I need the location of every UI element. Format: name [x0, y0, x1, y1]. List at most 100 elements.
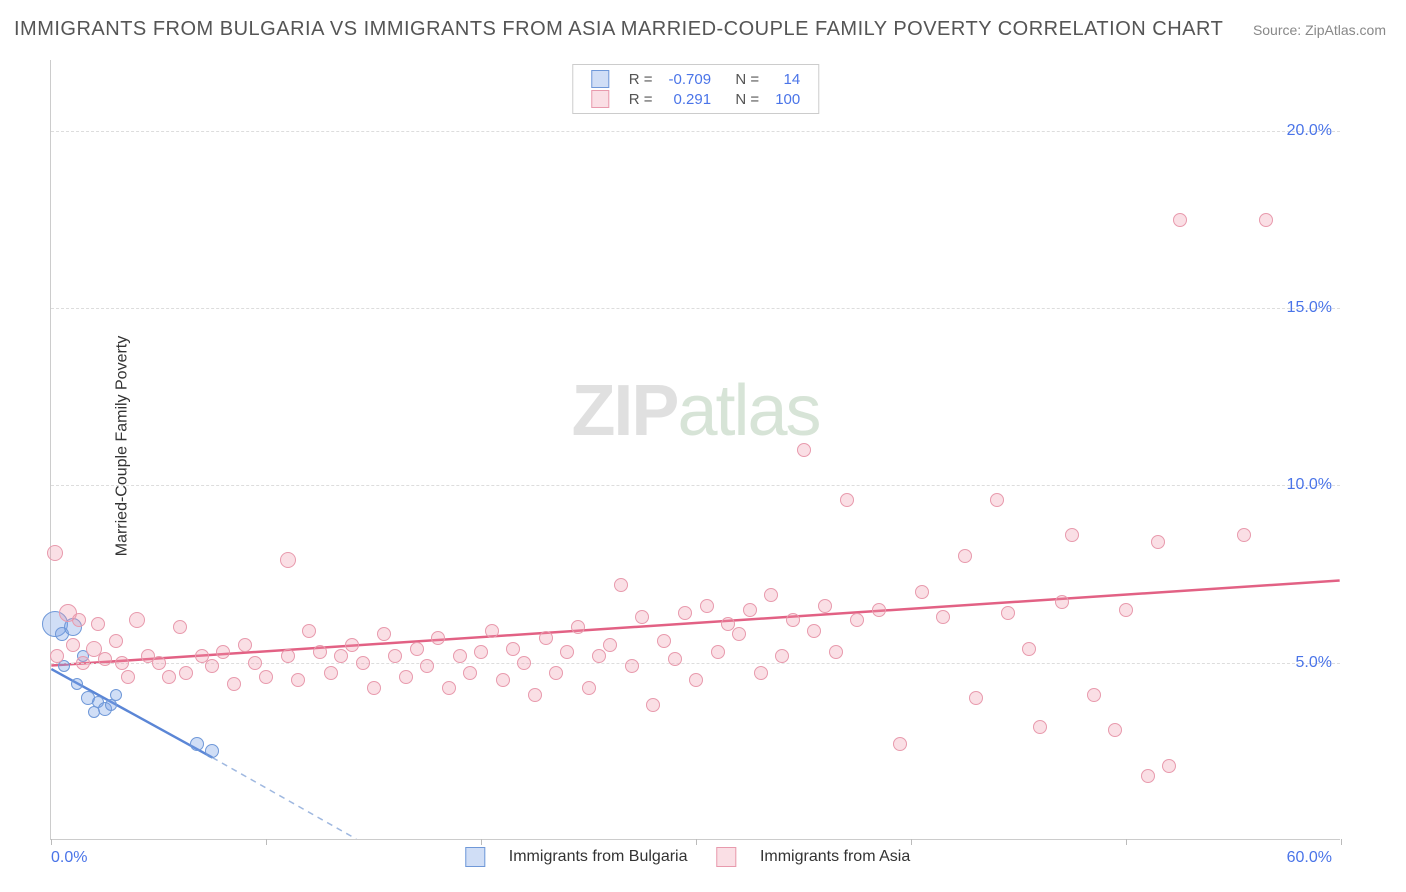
x-tick — [1341, 839, 1342, 845]
watermark-atlas: atlas — [677, 371, 819, 451]
data-point — [453, 649, 467, 663]
data-point — [238, 638, 252, 652]
x-tick — [1126, 839, 1127, 845]
x-axis-max-label: 60.0% — [1287, 849, 1332, 867]
data-point — [179, 666, 193, 680]
legend-label-asia: Immigrants from Asia — [760, 848, 910, 865]
data-point — [1237, 528, 1251, 542]
data-point — [818, 599, 832, 613]
data-point — [324, 666, 338, 680]
data-point — [668, 652, 682, 666]
y-tick-label: 15.0% — [1287, 299, 1332, 317]
data-point — [732, 627, 746, 641]
data-point — [539, 631, 553, 645]
regression-lines — [51, 60, 1340, 839]
data-point — [797, 443, 811, 457]
data-point — [1141, 769, 1155, 783]
data-point — [334, 649, 348, 663]
chart-title: IMMIGRANTS FROM BULGARIA VS IMMIGRANTS F… — [14, 18, 1223, 41]
data-point — [1108, 723, 1122, 737]
data-point — [431, 631, 445, 645]
data-point — [356, 656, 370, 670]
data-point — [259, 670, 273, 684]
data-point — [291, 673, 305, 687]
data-point — [190, 737, 204, 751]
data-point — [571, 620, 585, 634]
data-point — [280, 552, 296, 568]
data-point — [635, 610, 649, 624]
data-point — [227, 677, 241, 691]
data-point — [1033, 720, 1047, 734]
x-tick — [481, 839, 482, 845]
data-point — [313, 645, 327, 659]
data-point — [281, 649, 295, 663]
r-value-bulgaria: -0.709 — [661, 69, 720, 89]
data-point — [485, 624, 499, 638]
data-point — [109, 634, 123, 648]
stats-legend: R = -0.709 N = 14 R = 0.291 N = 100 — [572, 64, 819, 114]
x-tick — [266, 839, 267, 845]
data-point — [1259, 213, 1273, 227]
data-point — [517, 656, 531, 670]
data-point — [345, 638, 359, 652]
data-point — [807, 624, 821, 638]
data-point — [420, 659, 434, 673]
source-label: Source: ZipAtlas.com — [1253, 22, 1386, 38]
n-label: N = — [719, 89, 767, 109]
data-point — [646, 698, 660, 712]
x-tick — [911, 839, 912, 845]
stats-row-bulgaria: R = -0.709 N = 14 — [583, 69, 808, 89]
data-point — [216, 645, 230, 659]
data-point — [764, 588, 778, 602]
gridline — [51, 131, 1340, 132]
data-point — [700, 599, 714, 613]
data-point — [121, 670, 135, 684]
n-label: N = — [719, 69, 767, 89]
x-tick — [51, 839, 52, 845]
data-point — [115, 656, 129, 670]
x-axis-min-label: 0.0% — [51, 849, 87, 867]
swatch-asia-icon — [591, 90, 609, 108]
data-point — [850, 613, 864, 627]
gridline — [51, 308, 1340, 309]
data-point — [1055, 595, 1069, 609]
data-point — [377, 627, 391, 641]
legend-label-bulgaria: Immigrants from Bulgaria — [509, 848, 688, 865]
data-point — [110, 689, 122, 701]
data-point — [582, 681, 596, 695]
gridline — [51, 663, 1340, 664]
data-point — [958, 549, 972, 563]
y-tick-label: 10.0% — [1287, 476, 1332, 494]
data-point — [367, 681, 381, 695]
plot-area: ZIPatlas R = -0.709 N = 14 R = 0.291 N =… — [50, 60, 1340, 840]
data-point — [129, 612, 145, 628]
data-point — [1087, 688, 1101, 702]
gridline — [51, 485, 1340, 486]
data-point — [603, 638, 617, 652]
data-point — [528, 688, 542, 702]
swatch-bulgaria-icon — [591, 70, 609, 88]
data-point — [829, 645, 843, 659]
r-label: R = — [621, 89, 661, 109]
data-point — [410, 642, 424, 656]
data-point — [872, 603, 886, 617]
data-point — [657, 634, 671, 648]
data-point — [990, 493, 1004, 507]
data-point — [50, 649, 64, 663]
data-point — [936, 610, 950, 624]
data-point — [442, 681, 456, 695]
data-point — [689, 673, 703, 687]
watermark-zip: ZIP — [571, 371, 677, 451]
data-point — [743, 603, 757, 617]
data-point — [91, 617, 105, 631]
x-tick — [696, 839, 697, 845]
data-point — [76, 656, 90, 670]
data-point — [1119, 603, 1133, 617]
data-point — [302, 624, 316, 638]
data-point — [105, 699, 117, 711]
legend-swatch-asia-icon — [716, 847, 736, 867]
data-point — [1065, 528, 1079, 542]
data-point — [205, 659, 219, 673]
data-point — [969, 691, 983, 705]
data-point — [66, 638, 80, 652]
